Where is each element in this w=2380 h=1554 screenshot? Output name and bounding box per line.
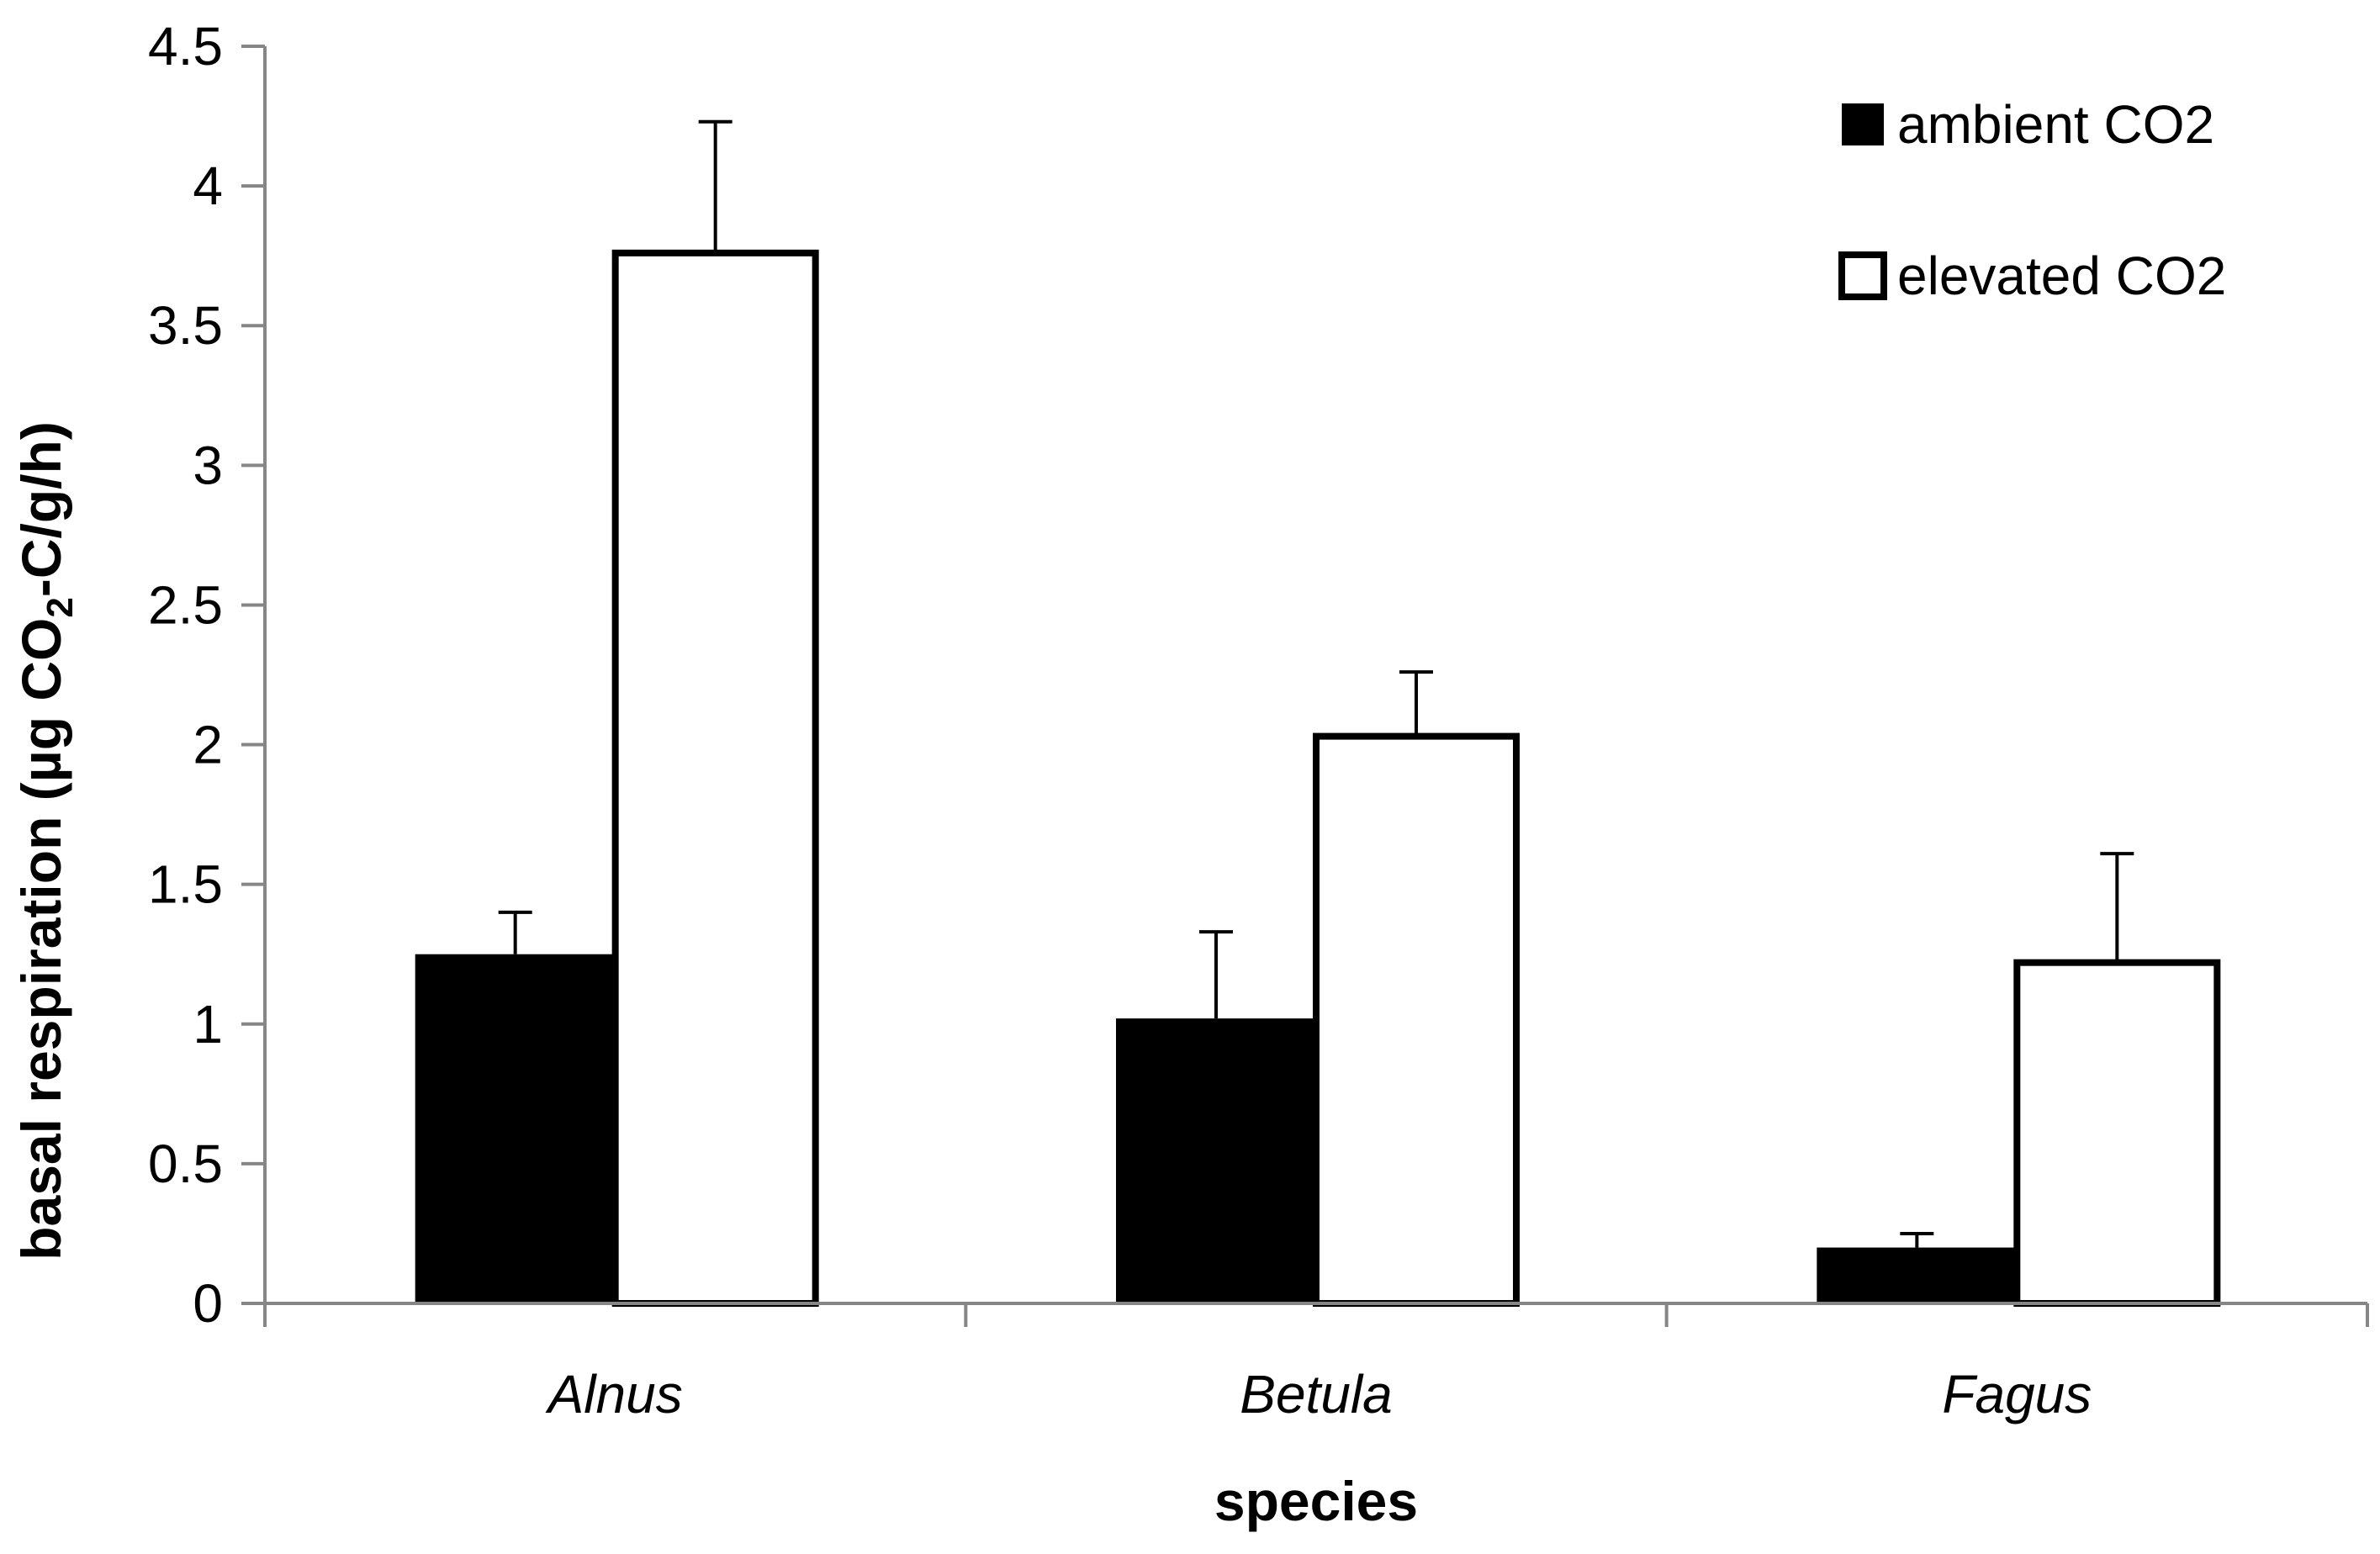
- x-tick-label-fagus: Fagus: [1942, 1364, 2092, 1424]
- bar-ambient-co2-betula: [1116, 1018, 1316, 1303]
- y-tick-label-8: 4: [193, 156, 223, 216]
- bar-elevated-co2-alnus: [611, 249, 819, 1307]
- y-tick-label-9: 4.5: [148, 16, 223, 77]
- legend: ambient CO2 elevated CO2: [1838, 94, 2226, 306]
- y-tick-label-0: 0: [193, 1273, 223, 1334]
- bar-elevated-co2-fagus: [2013, 959, 2221, 1307]
- legend-swatch-ambient-co2: [1842, 103, 1884, 145]
- y-tick-label-6: 3: [193, 435, 223, 495]
- y-axis: 0 0.5 1 1.5 2 2.5 3 3.5 4 4.5: [148, 16, 267, 1334]
- bar-ambient-co2-alnus: [415, 954, 616, 1303]
- x-axis-label: species: [1214, 1470, 1418, 1532]
- y-tick-label-4: 2: [193, 715, 223, 775]
- legend-label-ambient-co2: ambient CO2: [1897, 94, 2214, 155]
- x-tick-label-alnus: Alnus: [545, 1364, 683, 1424]
- x-tick-label-betula: Betula: [1240, 1364, 1392, 1424]
- y-axis-label-suffix: -C/g/h): [10, 421, 72, 597]
- y-tick-label-3: 1.5: [148, 854, 223, 915]
- bar-elevated-co2-betula: [1313, 732, 1520, 1307]
- legend-swatch-elevated-co2: [1838, 251, 1887, 300]
- y-tick-label-5: 2.5: [148, 574, 223, 635]
- plot-area: [415, 119, 2221, 1307]
- y-axis-label-subscript: 2: [40, 597, 81, 617]
- y-axis-label-prefix: basal respiration (µg CO: [10, 618, 72, 1261]
- y-tick-label-2: 1: [193, 994, 223, 1054]
- y-axis-label: basal respiration (µg CO2-C/g/h): [10, 421, 81, 1261]
- y-tick-label-7: 3.5: [148, 295, 223, 356]
- x-axis: Alnus Betula Fagus: [263, 1302, 2369, 1424]
- legend-label-elevated-co2: elevated CO2: [1897, 246, 2226, 306]
- bar-ambient-co2-fagus: [1817, 1247, 2018, 1303]
- y-tick-label-1: 0.5: [148, 1134, 223, 1194]
